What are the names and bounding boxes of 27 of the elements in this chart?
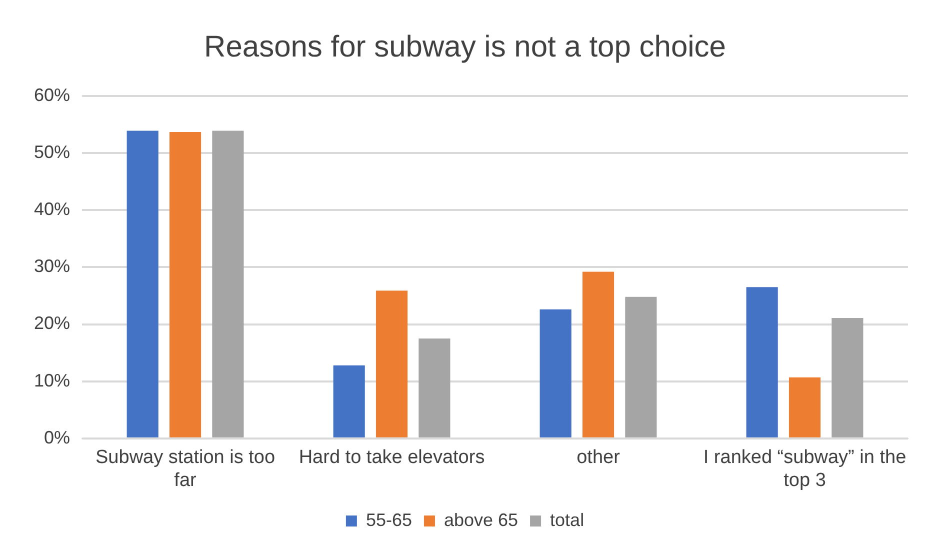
legend-label: above 65 [444, 510, 518, 530]
bar [832, 318, 864, 438]
bar [126, 130, 158, 438]
y-tick-label: 20% [34, 313, 70, 334]
chart-title: Reasons for subway is not a top choice [204, 30, 726, 64]
x-tick-label: other [576, 447, 621, 468]
bar [625, 296, 657, 438]
y-tick-label: 50% [34, 142, 70, 162]
bar [788, 377, 821, 438]
x-tick-label: Hard to take elevators [298, 447, 485, 468]
y-tick-label: 40% [34, 199, 70, 220]
y-tick-label: 10% [34, 370, 70, 390]
bar [376, 290, 408, 438]
bar [333, 365, 365, 438]
y-tick-label: 60% [34, 84, 70, 105]
bar [212, 130, 244, 438]
x-tick-label: Subway station is too far [96, 447, 276, 491]
bar [582, 272, 614, 438]
bar [540, 309, 572, 438]
bar [169, 132, 202, 438]
bar [418, 338, 450, 438]
y-tick-label: 30% [34, 256, 70, 276]
legend-label: total [550, 510, 584, 530]
legend-label: 55-65 [366, 510, 412, 530]
x-tick-label: I ranked “subway” in the top 3 [703, 447, 906, 491]
bar [746, 287, 778, 438]
y-tick-label: 0% [44, 427, 70, 448]
